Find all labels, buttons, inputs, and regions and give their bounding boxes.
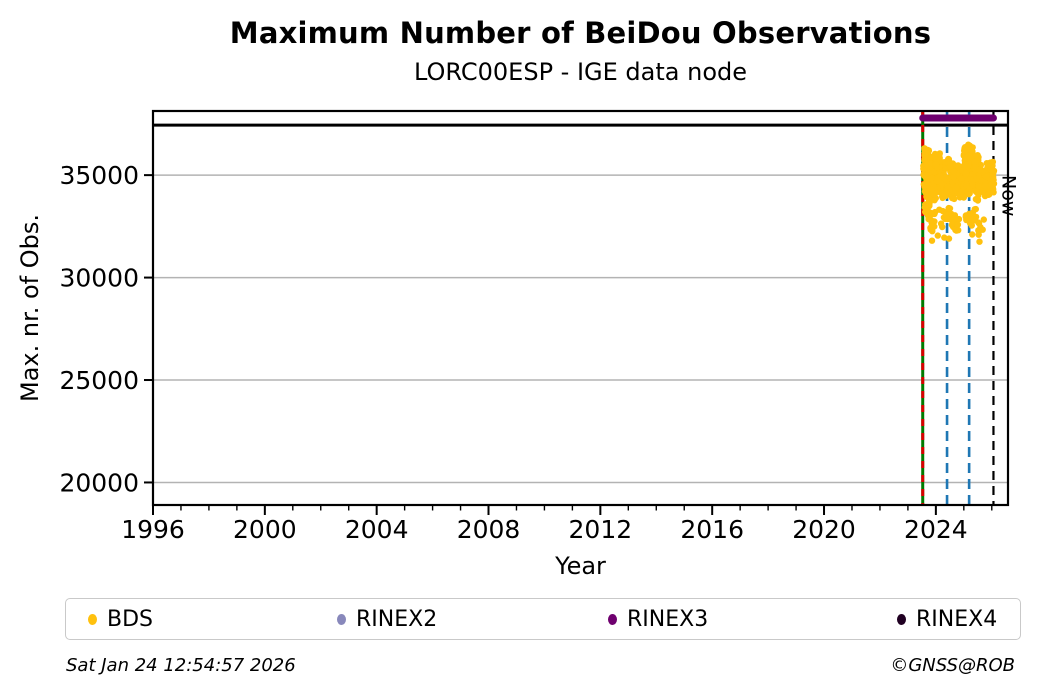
scatter-point	[953, 184, 960, 191]
scatter-point	[932, 160, 940, 168]
scatter-point	[965, 191, 972, 198]
scatter-point	[928, 211, 936, 218]
now-label: Now	[997, 175, 1019, 216]
x-tick-label: 1996	[121, 515, 185, 544]
scatter-point	[953, 227, 960, 234]
x-tick-label: 2004	[345, 515, 409, 544]
rinex3-marker-icon	[608, 613, 617, 625]
legend-item-rinex4: RINEX4	[897, 599, 997, 639]
scatter-point	[950, 174, 957, 181]
legend-label-rinex4: RINEX4	[916, 606, 998, 632]
legend-label-rinex3: RINEX3	[627, 606, 709, 632]
x-axis-label: Year	[555, 552, 606, 580]
x-tick-label: 2016	[680, 515, 744, 544]
scatter-point	[947, 163, 954, 170]
scatter-point	[955, 215, 963, 223]
scatter-point	[927, 226, 934, 233]
scatter-point	[976, 166, 983, 174]
scatter-point	[971, 206, 978, 213]
scatter-point	[928, 174, 935, 182]
x-tick-label: 2024	[904, 515, 968, 544]
scatter-point	[958, 188, 966, 195]
chart-subtitle: LORC00ESP - IGE data node	[413, 58, 748, 86]
scatter-point	[990, 189, 997, 196]
legend-label-bds: BDS	[107, 606, 153, 632]
plot-area: 1996 2000 2004 2008 2012 2016 2020 2024 20000 250…	[59, 109, 1019, 544]
scatter-point	[962, 213, 969, 221]
scatter-point	[934, 232, 941, 239]
scatter-point	[936, 150, 943, 157]
x-tick-label: 2008	[457, 515, 521, 544]
scatter-point	[951, 212, 959, 219]
scatter-point	[921, 204, 929, 211]
scatter-point	[976, 238, 983, 245]
scatter-point	[971, 158, 978, 166]
scatter-point	[965, 146, 972, 153]
scatter-point	[920, 181, 927, 188]
scatter-point	[929, 217, 936, 225]
chart-title: Maximum Number of BeiDou Observations	[229, 16, 932, 50]
scatter-point	[969, 178, 976, 186]
scatter-point	[973, 188, 980, 196]
scatter-point	[983, 173, 990, 180]
rinex2-marker-icon	[337, 613, 346, 625]
scatter-point	[986, 162, 993, 169]
plot-border	[151, 109, 1010, 507]
scatter-point	[944, 215, 951, 223]
scatter-point	[959, 193, 967, 200]
scatter-point	[934, 177, 941, 185]
scatter-point	[974, 196, 982, 203]
copyright-credit: ©GNSS@ROB	[890, 655, 1015, 676]
legend-item-rinex3: RINEX3	[608, 599, 708, 639]
y-tick-label: 30000	[59, 264, 139, 293]
scatter-point	[930, 168, 938, 176]
now-line-label: Now	[997, 175, 1019, 216]
bds-scatter-points	[920, 141, 998, 245]
scatter-point	[954, 221, 962, 228]
y-tick-label: 20000	[59, 468, 139, 497]
rinex4-marker-icon	[897, 613, 906, 625]
legend-label-rinex2: RINEX2	[356, 606, 438, 632]
legend: BDS RINEX2 RINEX3 RINEX4	[65, 598, 1021, 640]
scatter-point	[945, 235, 953, 242]
x-tick-label: 2012	[569, 515, 633, 544]
scatter-point	[958, 175, 965, 182]
scatter-point	[972, 152, 979, 159]
scatter-point	[980, 216, 987, 223]
axis-ticks-and-labels: 1996 2000 2004 2008 2012 2016 2020 2024 20000 250…	[59, 161, 993, 544]
scatter-point	[946, 205, 954, 212]
x-tick-label: 2020	[792, 515, 856, 544]
plot-timestamp: Sat Jan 24 12:54:57 2026	[66, 655, 296, 676]
scatter-point	[931, 197, 938, 204]
scatter-point	[962, 170, 970, 177]
scatter-point	[990, 176, 997, 184]
scatter-point	[982, 182, 989, 190]
scatter-point	[944, 183, 951, 190]
legend-item-bds: BDS	[88, 599, 153, 639]
scatter-point	[969, 215, 976, 223]
bds-marker-icon	[88, 613, 97, 625]
scatter-point	[928, 237, 936, 244]
scatter-point	[975, 220, 983, 227]
scatter-point	[969, 231, 976, 238]
gridlines	[153, 174, 1008, 484]
scatter-point	[929, 190, 936, 198]
scatter-point	[975, 183, 982, 190]
x-tick-label: 2000	[233, 515, 297, 544]
scatter-point	[941, 174, 948, 182]
legend-item-rinex2: RINEX2	[337, 599, 437, 639]
scatter-point	[942, 188, 950, 196]
scatter-point	[950, 168, 957, 175]
scatter-point	[960, 162, 968, 169]
scatter-point	[936, 206, 943, 213]
scatter-point	[975, 228, 982, 235]
scatter-point	[925, 198, 933, 205]
y-tick-label: 25000	[59, 366, 139, 395]
y-tick-label: 35000	[59, 161, 139, 190]
scatter-point	[937, 220, 945, 227]
plot-frame	[151, 109, 1010, 507]
